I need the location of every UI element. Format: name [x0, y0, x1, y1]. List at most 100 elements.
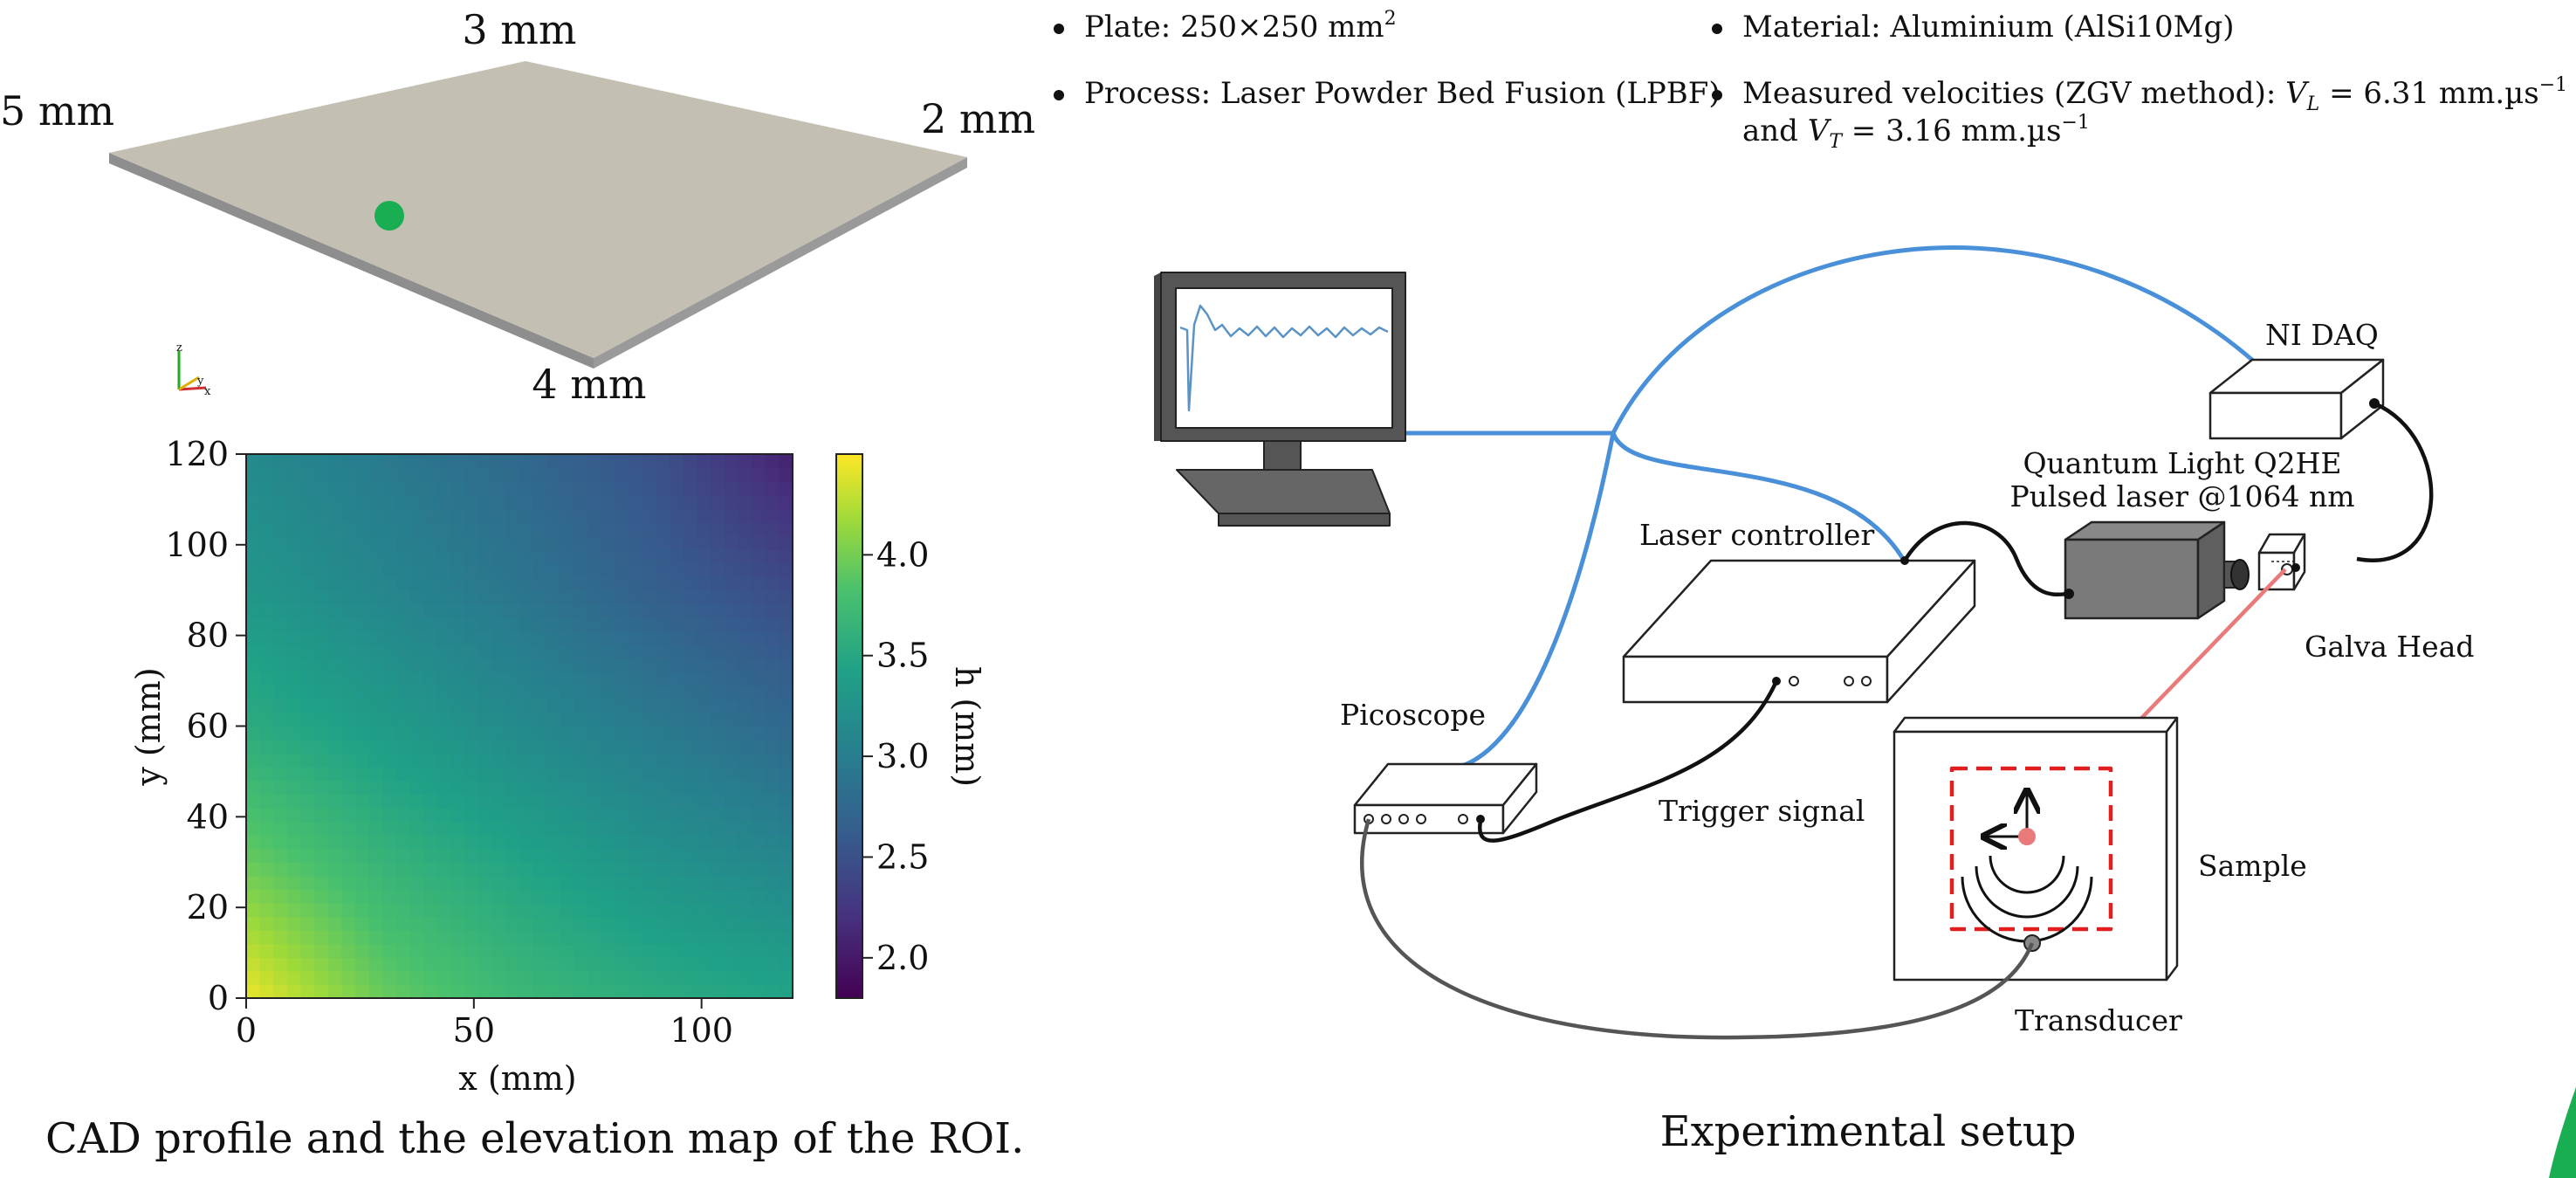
heatmap-cell: [300, 644, 315, 659]
heatmap-cell: [423, 589, 438, 604]
heatmap-cell: [711, 807, 725, 823]
heatmap-cell: [601, 672, 616, 686]
heatmap-cell: [437, 712, 452, 727]
heatmap-cell: [464, 930, 479, 945]
heatmap-cell: [711, 767, 725, 782]
heatmap-cell: [327, 875, 343, 891]
heatmap-cell: [765, 712, 780, 727]
roi-dashed-box: [1949, 766, 2113, 932]
heatmap-cell: [629, 508, 643, 523]
bullet-plate: Plate: 250×250 mm2: [1084, 8, 1397, 45]
heatmap-cell: [286, 672, 302, 686]
heatmap-cell: [259, 984, 274, 999]
heatmap-cell: [396, 780, 411, 795]
heatmap-cell: [519, 521, 534, 537]
heatmap-cell: [724, 549, 738, 564]
label-transducer: Transducer: [2015, 1003, 2182, 1037]
heatmap-cell: [505, 916, 520, 931]
heatmap-cell: [286, 943, 302, 958]
heatmap-cell: [409, 794, 425, 809]
heatmap-cell: [450, 821, 465, 836]
heatmap-cell: [752, 699, 766, 713]
heatmap-cell: [382, 889, 397, 904]
heatmap-cell: [574, 576, 588, 591]
heatmap-cell: [642, 753, 657, 768]
heatmap-cell: [683, 726, 698, 741]
heatmap-cell: [437, 957, 452, 972]
heatmap-cell: [587, 916, 602, 931]
heatmap-cell: [560, 957, 575, 972]
heatmap-cell: [532, 589, 547, 604]
heatmap-cell: [246, 780, 261, 795]
heatmap-cell: [246, 521, 261, 537]
heatmap-cell: [396, 726, 411, 741]
heatmap-cell: [601, 957, 616, 972]
heatmap-cell: [615, 481, 629, 496]
heatmap-cell: [779, 767, 793, 782]
heatmap-cell: [273, 617, 288, 632]
heatmap-cell: [779, 454, 793, 469]
bullet-velocities-line2: and VT = 3.16 mm.µs−1: [1742, 112, 2090, 153]
heatmap-cell: [642, 930, 657, 945]
heatmap-cell: [259, 672, 274, 686]
heatmap-cell: [464, 535, 479, 550]
heatmap-cell: [601, 930, 616, 945]
controller-laser-cable: [1903, 520, 2070, 597]
heatmap-cell: [491, 984, 506, 999]
heatmap-cell: [327, 603, 343, 618]
heatmap-cell: [656, 875, 670, 891]
heatmap-cell: [246, 862, 261, 877]
heatmap-cell: [246, 807, 261, 823]
heatmap-cell: [464, 848, 479, 863]
heatmap-cell: [382, 821, 397, 836]
heatmap-cell: [368, 535, 384, 550]
heatmap-cell: [738, 794, 752, 809]
heatmap-cell: [560, 576, 575, 591]
heatmap-cell: [259, 562, 274, 577]
heatmap-cell: [587, 630, 602, 645]
heatmap-cell: [615, 807, 629, 823]
heatmap-cell: [409, 658, 425, 672]
heatmap-cell: [601, 685, 616, 699]
heatmap-cell: [300, 753, 315, 768]
heatmap-cell: [409, 753, 425, 768]
heatmap-cell: [396, 740, 411, 754]
heatmap-cell: [341, 644, 356, 659]
heatmap-cell: [711, 535, 725, 550]
heatmap-cell: [683, 549, 698, 564]
heatmap-cell: [273, 794, 288, 809]
heatmap-cell: [574, 494, 588, 509]
heatmap-cell: [327, 454, 343, 469]
heatmap-cell: [314, 930, 329, 945]
heatmap-cell: [752, 835, 766, 850]
plate-side-left: [109, 153, 594, 369]
heatmap-cell: [765, 603, 780, 618]
ni-daq-device: [2208, 358, 2385, 440]
heatmap-cell: [587, 875, 602, 891]
heatmap-cell: [587, 685, 602, 699]
heatmap-cell: [683, 984, 698, 999]
heatmap-cell: [629, 562, 643, 577]
heatmap-cell: [355, 576, 370, 591]
heatmap-cell: [355, 889, 370, 904]
heatmap-cell: [396, 562, 411, 577]
heatmap-cell: [450, 930, 465, 945]
heatmap-cell: [341, 658, 356, 672]
heatmap-cell: [738, 658, 752, 672]
heatmap-cell: [560, 726, 575, 741]
heatmap-cell: [711, 875, 725, 891]
heatmap-cell: [478, 494, 493, 509]
heatmap-cell: [779, 699, 793, 713]
heatmap-cell: [341, 467, 356, 482]
heatmap-cell: [409, 672, 425, 686]
heatmap-cell: [574, 508, 588, 523]
heatmap-cell: [246, 685, 261, 699]
heatmap-cell: [615, 685, 629, 699]
heatmap-cell: [601, 835, 616, 850]
heatmap-cell: [259, 549, 274, 564]
heatmap-cell: [341, 508, 356, 523]
heatmap-cell: [560, 454, 575, 469]
heatmap-cell: [368, 835, 384, 850]
heatmap-cell: [587, 562, 602, 577]
